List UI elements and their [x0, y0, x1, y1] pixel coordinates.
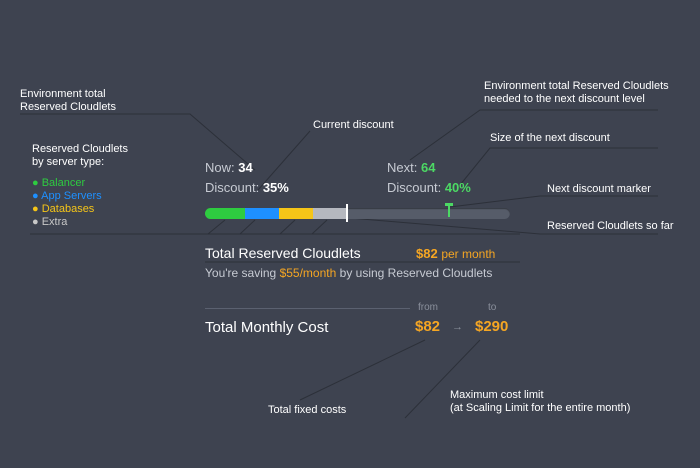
- legend-dot-icon: ●: [32, 190, 39, 202]
- annotation-env-total-next: Environment total Reserved Cloudlets nee…: [484, 80, 669, 105]
- next-cloudlets: Next: 64: [387, 160, 436, 175]
- arrow-right-icon: →: [452, 321, 463, 333]
- annotation-next-discount-marker: Next discount marker: [547, 183, 651, 195]
- monthly-from-value: $82: [415, 318, 441, 335]
- server-type-legend: ● Balancer ● App Servers ● Databases ● E…: [32, 177, 102, 229]
- total-monthly-cost-title: Total Monthly Cost: [205, 319, 329, 336]
- legend-dot-icon: ●: [32, 203, 39, 215]
- legend-dot-icon: ●: [32, 216, 39, 228]
- reserved-price: $82 per month: [416, 246, 496, 261]
- annotation-max-cost-limit: Maximum cost limit (at Scaling Limit for…: [450, 389, 631, 414]
- progress-segment-app-servers: [245, 208, 279, 219]
- progress-segment-databases: [279, 208, 313, 219]
- next-discount-marker-icon: [445, 203, 453, 206]
- reserved-cloudlets-progress-bar: [205, 208, 510, 219]
- annotation-by-server-type: Reserved Cloudlets by server type:: [32, 143, 128, 168]
- next-discount-value: Discount: 40%: [387, 180, 471, 195]
- now-cloudlets: Now: 34: [205, 160, 253, 175]
- current-discount-value: Discount: 35%: [205, 180, 289, 195]
- annotation-total-fixed-costs: Total fixed costs: [268, 404, 347, 416]
- progress-segment-extra: [313, 208, 347, 219]
- saving-info: You're saving $55/month by using Reserve…: [205, 266, 493, 280]
- next-discount-marker: [448, 205, 450, 217]
- annotation-env-total: Environment total Reserved Cloudlets: [20, 88, 116, 113]
- legend-item-app-servers: ● App Servers: [32, 190, 102, 202]
- legend-item-balancer: ● Balancer: [32, 177, 86, 189]
- annotation-current-discount: Current discount: [313, 119, 394, 131]
- legend-item-databases: ● Databases: [32, 203, 95, 215]
- legend-item-extra: ● Extra: [32, 216, 68, 228]
- divider: [205, 308, 410, 309]
- from-label: from: [418, 302, 438, 313]
- total-reserved-title: Total Reserved Cloudlets: [205, 245, 361, 261]
- legend-dot-icon: ●: [32, 177, 39, 189]
- current-reserved-marker: [346, 204, 348, 222]
- annotation-reserved-so-far: Reserved Cloudlets so far: [547, 220, 674, 232]
- to-label: to: [488, 302, 497, 313]
- monthly-to-value: $290: [475, 318, 509, 335]
- progress-segment-balancer: [205, 208, 245, 219]
- annotation-size-next-discount: Size of the next discount: [490, 132, 610, 144]
